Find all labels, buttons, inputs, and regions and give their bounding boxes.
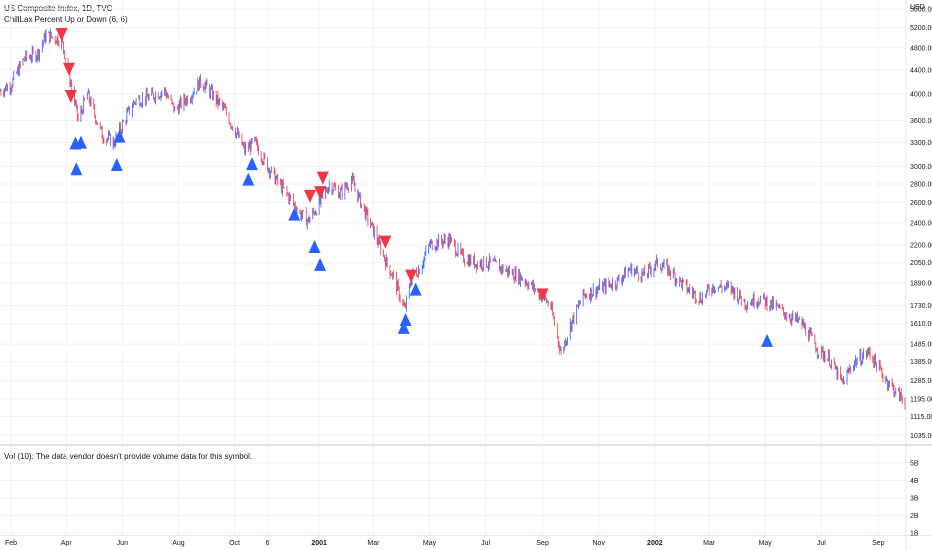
time-tick-label: Apr [61, 540, 73, 547]
up-arrow-marker [113, 129, 126, 143]
down-arrow-marker [405, 269, 418, 283]
price-axis-border [905, 0, 907, 550]
time-tick-label: Mar [703, 540, 716, 547]
down-arrow-marker [62, 62, 75, 76]
down-arrow-marker [536, 288, 549, 302]
price-axis[interactable]: USD 5600.00 5200.00 4800.00 4400.00 4000.00 3… [910, 4, 932, 440]
price-tick-label: 2200.00 [910, 242, 932, 249]
down-arrow-marker [314, 186, 327, 200]
price-series [0, 28, 906, 410]
up-arrow-marker [399, 313, 412, 327]
price-axis-currency: USD [910, 4, 925, 11]
up-arrow-marker [246, 157, 259, 171]
price-tick-label: 5200.00 [910, 25, 932, 32]
time-tick-label: May [759, 540, 773, 547]
price-tick-label: 1890.00 [910, 281, 932, 288]
up-arrow-marker [110, 157, 123, 171]
price-tick-label: 3600.00 [910, 118, 932, 125]
up-arrow-marker [70, 162, 83, 176]
volume-tick-label: 1B [910, 531, 919, 538]
time-tick-label: Jun [117, 540, 128, 547]
time-axis-border [0, 535, 932, 536]
time-tick-label: 2002 [647, 540, 663, 547]
volume-tick-label: 5B [910, 461, 919, 468]
time-axis[interactable]: Feb Apr Jun Aug Oct 6 2001 Mar May Jul Sep Nov 2002 M… [5, 540, 885, 547]
time-tick-label: Nov [593, 540, 606, 547]
up-arrow-marker [761, 333, 774, 347]
volume-tick-label: 3B [910, 496, 919, 503]
up-arrow-marker [409, 282, 422, 296]
up-arrow-marker [74, 135, 87, 149]
down-arrow-marker [55, 27, 68, 41]
price-tick-label: 1115.00 [910, 414, 932, 421]
price-tick-label: 4800.00 [910, 45, 932, 52]
price-tick-label: 3300.00 [910, 140, 932, 147]
price-tick-label: 5600.00 [910, 6, 932, 13]
volume-label[interactable]: Vol (10): The data vendor doesn't provid… [4, 452, 253, 461]
price-tick-label: 4400.00 [910, 67, 932, 74]
pane-separator[interactable] [0, 444, 932, 446]
down-arrow-marker [64, 90, 77, 104]
up-arrow-marker [242, 172, 255, 186]
time-tick-label: 6 [266, 540, 270, 547]
time-tick-label: Jul [481, 540, 490, 547]
price-tick-label: 1610.00 [910, 321, 932, 328]
up-arrow-marker [397, 320, 410, 334]
price-tick-label: 2050.00 [910, 260, 932, 267]
down-arrow-marker [379, 235, 392, 249]
up-arrow-marker [314, 257, 327, 271]
price-tick-label: 1035.00 [910, 433, 932, 440]
price-tick-label: 1485.00 [910, 342, 932, 349]
time-tick-label: Sep [536, 540, 549, 547]
time-tick-label: Sep [872, 540, 885, 547]
price-tick-label: 4000.00 [910, 91, 932, 98]
price-tick-label: 1285.00 [910, 378, 932, 385]
price-tick-label: 2600.00 [910, 200, 932, 207]
time-tick-label: 2001 [311, 540, 327, 547]
time-tick-label: Mar [367, 540, 380, 547]
time-tick-label: Oct [229, 540, 240, 547]
price-tick-label: 2400.00 [910, 220, 932, 227]
price-tick-label: 2800.00 [910, 181, 932, 188]
volume-tick-label: 2B [910, 513, 919, 520]
time-tick-label: May [423, 540, 437, 547]
grid [0, 0, 905, 534]
price-tick-label: 3000.00 [910, 164, 932, 171]
up-arrow-marker [308, 240, 321, 254]
down-arrow-marker [303, 189, 316, 203]
price-tick-label: 1385.00 [910, 359, 932, 366]
time-tick-label: Aug [172, 540, 185, 547]
down-arrow-marker [316, 171, 329, 185]
signal-markers [55, 27, 774, 347]
time-tick-label: Jul [817, 540, 826, 547]
price-tick-label: 1195.00 [910, 397, 932, 404]
up-arrow-marker [288, 207, 301, 221]
time-tick-label: Feb [5, 540, 17, 547]
price-tick-label: 1730.00 [910, 303, 932, 310]
volume-tick-label: 4B [910, 478, 919, 485]
volume-axis[interactable]: 5B 4B 3B 2B 1B [910, 461, 919, 538]
